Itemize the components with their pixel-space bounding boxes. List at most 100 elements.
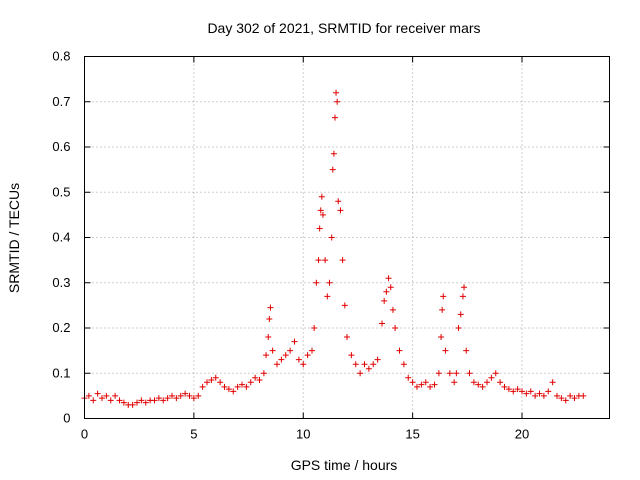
data-point (291, 338, 298, 345)
data-point (492, 370, 499, 377)
data-point (265, 334, 272, 341)
y-tick-label: 0.5 (52, 184, 70, 199)
data-point (463, 347, 470, 354)
data-point (195, 392, 202, 399)
data-point (116, 397, 123, 404)
y-tick-label: 0.8 (52, 49, 70, 64)
data-point (381, 297, 388, 304)
data-point (505, 386, 512, 393)
data-point (151, 397, 158, 404)
data-point (316, 225, 323, 232)
y-axis-label: SRMTID / TECUs (6, 183, 22, 293)
data-point (319, 211, 326, 218)
data-point (357, 370, 364, 377)
y-tick-label: 0.3 (52, 275, 70, 290)
data-point (549, 379, 556, 386)
data-point (247, 379, 254, 386)
data-point (558, 395, 565, 402)
data-point (129, 401, 136, 408)
data-point (532, 392, 539, 399)
data-point (328, 234, 335, 241)
data-point (370, 361, 377, 368)
data-point (160, 397, 167, 404)
data-point (329, 166, 336, 173)
data-point (439, 306, 446, 313)
data-point (107, 397, 114, 404)
data-point (339, 257, 346, 264)
data-point (99, 395, 105, 402)
y-tick-label: 0.1 (52, 365, 70, 380)
data-point (365, 365, 372, 372)
data-point (389, 306, 396, 313)
data-point (225, 386, 232, 393)
data-point (199, 383, 206, 390)
data-point (435, 370, 442, 377)
data-point (269, 347, 276, 354)
data-point (221, 383, 228, 390)
data-point (344, 334, 350, 341)
data-point (475, 381, 482, 388)
data-point (274, 361, 280, 368)
data-point (331, 114, 338, 121)
data-point (315, 257, 322, 264)
x-tick-label: 15 (405, 427, 419, 442)
data-point (169, 392, 175, 399)
data-point (239, 381, 245, 388)
data-point (208, 377, 215, 384)
y-tick-label: 0.2 (52, 320, 70, 335)
data-point (334, 98, 341, 105)
data-point (461, 284, 468, 291)
data-point (326, 279, 333, 286)
y-tick-label: 0.6 (52, 139, 70, 154)
data-point (484, 379, 490, 386)
data-point (234, 383, 241, 390)
data-point (341, 302, 348, 309)
y-tick-label: 0.7 (52, 94, 70, 109)
data-point (379, 320, 385, 327)
data-point (304, 352, 311, 359)
data-point (479, 383, 486, 390)
data-point (324, 293, 331, 300)
data-point (217, 379, 224, 386)
data-point (446, 370, 453, 377)
data-point (497, 379, 504, 386)
data-point (267, 304, 274, 311)
data-point (142, 399, 149, 406)
data-point (313, 279, 320, 286)
data-point (278, 356, 285, 363)
data-point (466, 370, 473, 377)
data-point (431, 381, 438, 388)
data-point (256, 377, 263, 384)
data-point (90, 397, 97, 404)
data-point (177, 392, 184, 399)
data-point (322, 257, 329, 264)
data-point (311, 325, 318, 331)
data-point (134, 399, 140, 406)
data-point (453, 370, 460, 377)
data-point (510, 388, 517, 395)
data-point (348, 352, 355, 359)
data-point (212, 374, 219, 381)
data-point (94, 390, 101, 397)
data-point (536, 390, 543, 397)
data-point (422, 379, 429, 386)
data-point (567, 392, 574, 399)
data-point (409, 379, 416, 386)
data-point (400, 361, 407, 368)
data-point (300, 361, 307, 368)
data-point (186, 392, 193, 399)
data-point (418, 381, 425, 388)
data-point (282, 352, 289, 359)
data-point (103, 392, 110, 399)
y-tick-label: 0 (63, 411, 70, 426)
data-point (330, 150, 337, 157)
data-point (580, 392, 587, 399)
data-point (501, 383, 508, 390)
plot-frame (84, 56, 610, 419)
data-point (392, 325, 399, 331)
data-point (396, 347, 403, 354)
data-point (554, 392, 560, 399)
data-point (260, 370, 267, 377)
chart-title: Day 302 of 2021, SRMTID for receiver mar… (207, 20, 480, 36)
